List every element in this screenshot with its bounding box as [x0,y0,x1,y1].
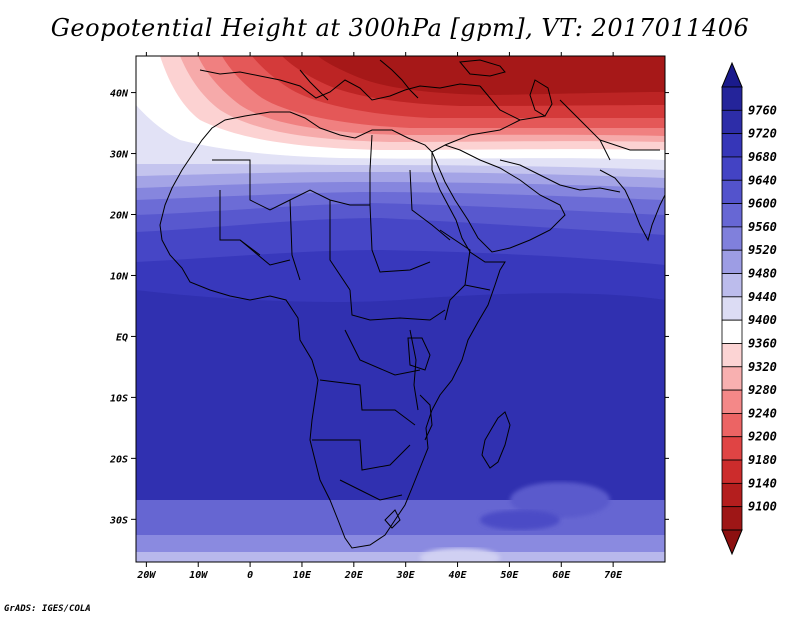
x-tick-label: 20E [344,570,364,581]
colorbar-label: 9600 [748,197,777,211]
colorbar-label: 9140 [748,476,777,490]
colorbar-swatch [721,133,743,158]
colorbar-top-arrow [721,61,743,88]
colorbar-label: 9520 [748,243,777,257]
colorbar-label: 9320 [748,360,777,374]
x-tick-label: 20W [136,570,156,581]
colorbar-swatch [721,319,743,344]
y-tick-label: 10N [110,271,129,282]
coastlines [159,59,665,549]
colorbar-swatch [721,343,743,368]
colorbar-label: 9240 [748,406,777,420]
y-tick-label: 30N [109,150,129,161]
colorbar-label: 9360 [748,336,777,350]
x-tick-label: 40E [449,570,468,581]
y-axis-ticks: 40N 30N 20N 10N EQ 10S 20S 30S [109,89,669,526]
x-tick-label: 10W [189,570,208,581]
colorbar-swatch [721,273,743,298]
colorbar-swatch [721,179,743,204]
colorbar-label: 9680 [748,150,777,164]
y-tick-label: 20S [109,454,128,465]
colorbar-label: 9180 [748,453,777,467]
x-tick-label: 60E [552,570,571,581]
colorbar: 9760 9720 9680 9640 9600 9560 9520 9480 9440 9400… [721,61,777,556]
y-tick-label: EQ [116,332,128,343]
colorbar-swatch [721,203,743,228]
x-tick-label: 50E [500,570,519,581]
y-tick-label: 40N [110,89,129,100]
colorbar-swatch [721,109,743,135]
colorbar-label: 9640 [748,173,777,187]
colorbar-swatch [721,506,743,531]
colorbar-swatch [721,86,743,111]
y-tick-label: 10S [110,393,128,404]
x-tick-label: 0 [247,570,253,581]
grads-credit: GrADS: IGES/COLA [4,604,91,614]
x-tick-label: 10E [293,570,312,581]
colorbar-label: 9400 [748,313,777,327]
colorbar-swatch [721,459,743,484]
height-field [136,56,665,562]
colorbar-label: 9720 [748,127,777,141]
colorbar-label: 9100 [748,500,777,514]
y-tick-label: 30S [109,515,128,526]
x-axis-ticks: 20W 10W 0 10E 20E 30E 40E 50E 60E 70E [136,52,623,581]
colorbar-swatch [721,413,743,438]
plot-frame [135,55,666,563]
colorbar-label: 9760 [748,103,777,117]
colorbar-swatch [721,226,743,251]
y-tick-label: 20N [109,211,129,222]
x-tick-label: 30E [396,570,416,581]
colorbar-bottom-arrow [721,529,743,556]
colorbar-swatch [721,366,743,391]
colorbar-label: 9560 [748,220,777,234]
colorbar-label: 9480 [748,267,777,281]
colorbar-swatch [721,389,743,414]
colorbar-swatch [721,296,743,321]
colorbar-swatch [721,482,743,508]
chart-title: Geopotential Height at 300hPa [gpm], VT:… [50,14,750,42]
x-tick-label: 70E [604,570,623,581]
colorbar-label: 9280 [748,383,777,397]
colorbar-label: 9440 [748,290,777,304]
colorbar-swatch [721,249,743,274]
colorbar-swatch [721,156,743,181]
colorbar-swatch [721,436,743,461]
colorbar-label: 9200 [748,430,777,444]
